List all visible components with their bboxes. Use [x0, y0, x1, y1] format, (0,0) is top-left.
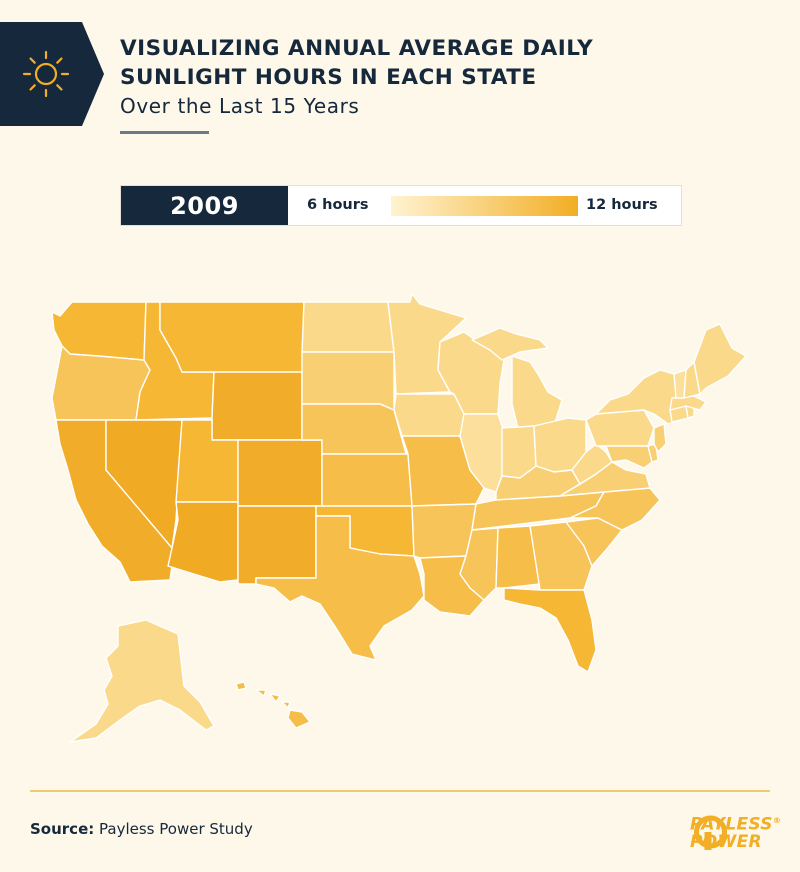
source-note: Source: Payless Power Study [30, 820, 253, 838]
state-ar [411, 503, 477, 559]
us-map [51, 293, 747, 743]
state-hi [235, 681, 311, 729]
source-label: Source: [30, 820, 95, 838]
state-ak [69, 619, 215, 743]
state-ia [393, 393, 467, 437]
state-nd [301, 301, 395, 353]
state-ks [321, 453, 413, 507]
state-nm [237, 505, 317, 585]
legend: 2009 6 hours 12 hours [120, 185, 682, 226]
state-fl [503, 587, 597, 673]
state-nc [569, 487, 661, 531]
state-az [167, 501, 239, 583]
page-title: VISUALIZING ANNUAL AVERAGE DAILY SUNLIGH… [120, 34, 593, 92]
state-pa [585, 409, 655, 447]
state-sd [301, 351, 395, 411]
state-wv [571, 443, 613, 485]
state-mi-up [471, 327, 549, 361]
title-line-1: VISUALIZING ANNUAL AVERAGE DAILY [120, 36, 594, 61]
title-divider [120, 131, 209, 134]
source-text: Payless Power Study [99, 820, 253, 838]
state-ms [459, 527, 499, 601]
payless-power-logo-icon [694, 815, 727, 850]
state-mi [511, 355, 563, 429]
state-al [495, 525, 541, 589]
state-mt [159, 301, 305, 375]
footer-divider [30, 790, 770, 792]
logo-registered-mark: ® [772, 816, 782, 825]
state-co [237, 439, 323, 507]
title-line-2: SUNLIGHT HOURS IN EACH STATE [120, 65, 537, 90]
logo-wordmark: PAYLESS® POWER [690, 812, 781, 851]
sun-icon [22, 50, 70, 98]
state-wy [211, 371, 303, 441]
legend-gradient-bar [391, 196, 578, 216]
page-subtitle: Over the Last 15 Years [120, 94, 360, 118]
header-badge [0, 22, 104, 126]
state-nv [105, 419, 183, 549]
logo-line-2: POWER [690, 831, 762, 852]
legend-max-label: 12 hours [586, 197, 658, 213]
state-tx [255, 515, 425, 661]
state-nj [653, 423, 667, 453]
legend-year: 2009 [121, 186, 288, 225]
logo-line-1: PAYLESS [690, 814, 773, 835]
legend-min-label: 6 hours [307, 197, 369, 213]
state-me [693, 323, 747, 395]
